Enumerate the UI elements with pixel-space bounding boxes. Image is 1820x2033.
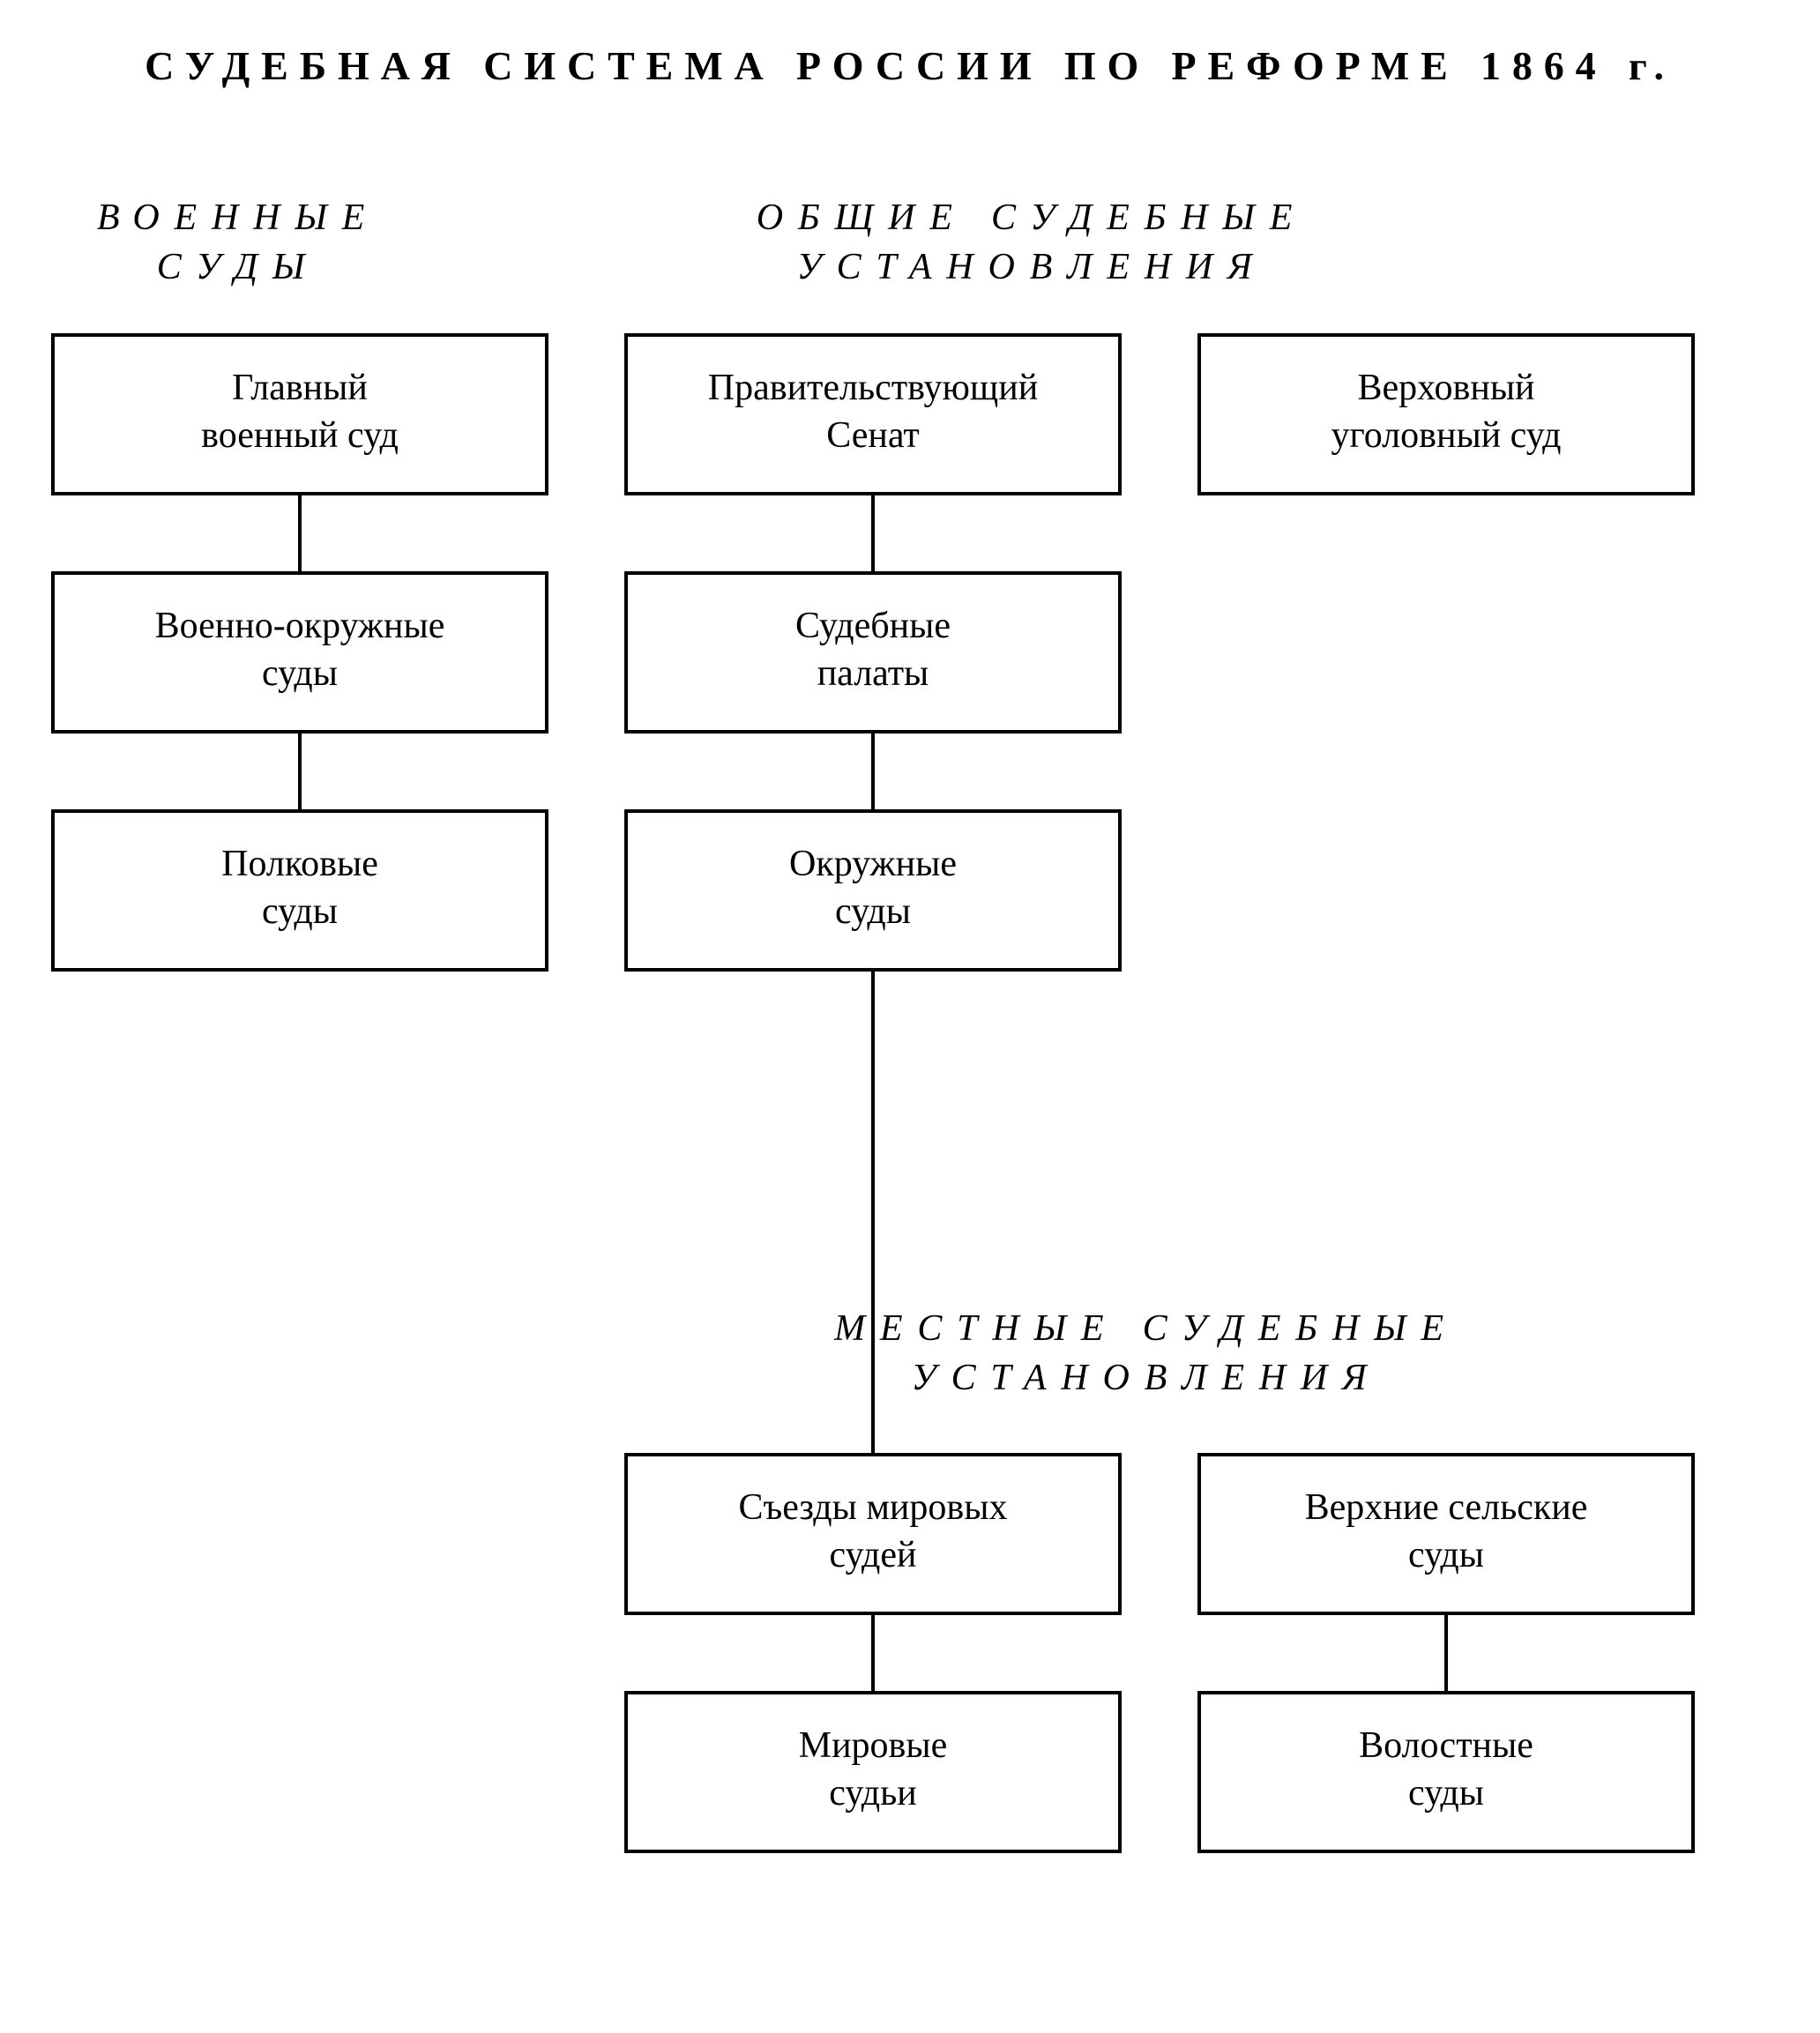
diagram-title: СУДЕБНАЯ СИСТЕМА РОССИИ ПО РЕФОРМЕ 1864 … <box>145 43 1675 88</box>
